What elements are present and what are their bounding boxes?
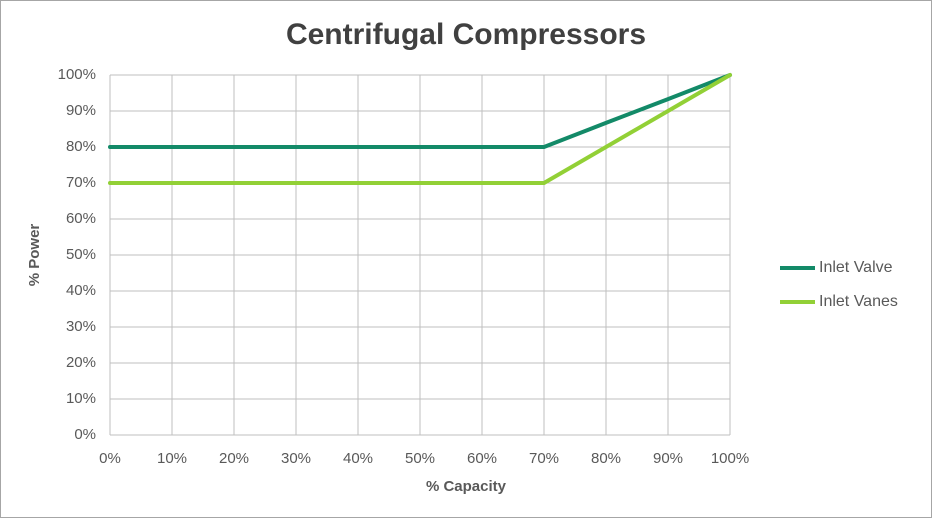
x-tick-label: 40% — [343, 450, 373, 467]
x-tick-label: 20% — [219, 450, 249, 467]
x-axis-label: % Capacity — [426, 478, 507, 495]
y-tick-label: 90% — [66, 102, 96, 119]
x-tick-label: 80% — [591, 450, 621, 467]
x-tick-label: 30% — [281, 450, 311, 467]
data-line — [108, 73, 732, 149]
x-tick-label: 90% — [653, 450, 683, 467]
legend-label: Inlet Vanes — [819, 293, 898, 310]
y-tick-label: 0% — [74, 426, 96, 443]
y-tick-label: 30% — [66, 318, 96, 335]
y-tick-label: 40% — [66, 282, 96, 299]
x-tick-label: 60% — [467, 450, 497, 467]
legend-label: Inlet Valve — [819, 259, 893, 276]
x-tick-label: 10% — [157, 450, 187, 467]
x-tick-label: 50% — [405, 450, 435, 467]
x-tick-label: 70% — [529, 450, 559, 467]
y-tick-label: 80% — [66, 138, 96, 155]
x-tick-label: 100% — [711, 450, 749, 467]
y-tick-label: 60% — [66, 210, 96, 227]
y-tick-label: 10% — [66, 390, 96, 407]
y-axis-label: % Power — [26, 224, 43, 287]
x-tick-label: 0% — [99, 450, 121, 467]
y-tick-label: 50% — [66, 246, 96, 263]
y-tick-label: 100% — [58, 66, 96, 83]
y-tick-label: 70% — [66, 174, 96, 191]
y-tick-label: 20% — [66, 354, 96, 371]
chart-title: Centrifugal Compressors — [286, 18, 646, 51]
data-line — [108, 73, 732, 185]
